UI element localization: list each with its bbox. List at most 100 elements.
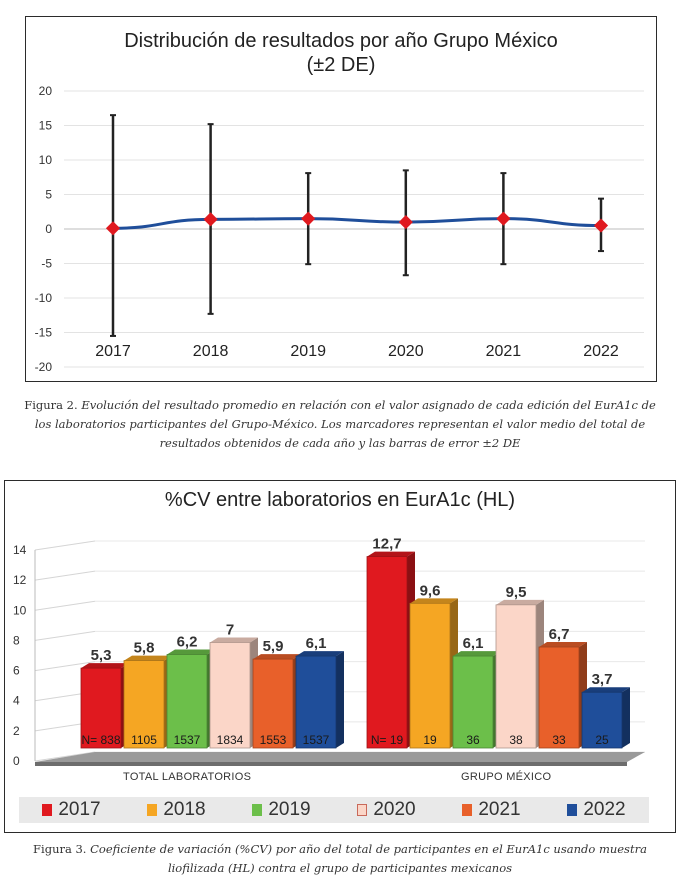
legend-label-2022: 2022 (583, 799, 626, 820)
figure-3-caption-body: Coeficiente de variación (%CV) por año d… (90, 842, 647, 875)
bar-top (410, 598, 458, 604)
group-label-mexico: GRUPO MÉXICO (461, 771, 552, 783)
bar-value-label: 5,3 (91, 647, 112, 664)
bar-top (496, 599, 544, 605)
bar-side (622, 687, 630, 748)
gridline-perspective (34, 600, 96, 611)
x-tick-label: 2019 (290, 343, 326, 360)
legend-swatch-2019 (252, 804, 263, 816)
bar (581, 691, 623, 749)
bar-n-label: 25 (595, 733, 609, 747)
bar-value-label: 12,7 (372, 536, 401, 553)
mean-marker (105, 221, 121, 236)
bar-top (167, 649, 215, 655)
mean-marker (593, 218, 609, 233)
y-tick-label: -10 (35, 291, 53, 305)
bar-value-label: 5,9 (263, 638, 284, 655)
y-tick-label: 14 (13, 543, 27, 557)
y-tick-label: 8 (13, 633, 20, 647)
legend-swatch-2022 (567, 804, 578, 816)
gridline-perspective (34, 661, 96, 672)
legend-item-2022: 2022 (567, 799, 626, 821)
gridline-perspective (34, 540, 96, 551)
legend-item-2020: 2020 (357, 799, 416, 821)
bar-value-label: 7 (226, 622, 234, 639)
figure-2-caption-body: Evolución del resultado promedio en rela… (34, 398, 656, 450)
chart-floor-edge (35, 762, 627, 766)
legend-label-2020: 2020 (373, 799, 416, 820)
legend-swatch-2021 (462, 804, 473, 816)
bar (366, 556, 408, 749)
legend-label-2017: 2017 (58, 799, 101, 820)
bar-n-label: 38 (509, 733, 523, 747)
bar-top (210, 637, 258, 643)
bar-n-label: 33 (552, 733, 566, 747)
bar (409, 602, 451, 749)
mean-marker (496, 211, 511, 226)
legend-label-2018: 2018 (163, 799, 206, 820)
gridline-perspective (34, 630, 96, 641)
bar-top (81, 663, 129, 669)
bar (452, 655, 494, 749)
x-tick-label: 2022 (583, 343, 619, 360)
y-tick-label: 4 (13, 694, 20, 708)
bar-value-label: 9,6 (420, 582, 441, 599)
y-tick-label: 12 (13, 573, 27, 587)
y-tick-label: -5 (41, 257, 52, 271)
bar-value-label: 9,5 (506, 584, 527, 601)
legend-swatch-2017 (42, 804, 53, 816)
legend-item-2019: 2019 (252, 799, 311, 821)
bar-side (336, 651, 344, 748)
legend-label-2021: 2021 (478, 799, 521, 820)
bar-top (367, 551, 415, 557)
mean-line (112, 217, 602, 230)
bar-value-label: 6,7 (549, 626, 570, 643)
bar-top (253, 654, 301, 660)
chart-1-subtitle: (±2 DE) (306, 54, 376, 76)
chart-2-plot: 14 12 10 8 6 4 2 0 5,3 N= 838 5,8 1105 6,2 1537 7 1834 5… (13, 536, 645, 768)
legend-swatch-2018 (147, 804, 158, 816)
bar-value-label: 5,8 (134, 640, 155, 657)
chart-floor (35, 752, 645, 762)
bar (295, 655, 337, 749)
bar-n-label: 1537 (174, 733, 201, 747)
legend-item-2021: 2021 (462, 799, 521, 821)
bar (166, 654, 208, 749)
mean-marker (203, 212, 218, 227)
y-tick-label: 20 (39, 84, 53, 98)
y-tick-label: 15 (39, 119, 53, 133)
y-tick-label: 0 (45, 222, 52, 236)
bar-top (539, 642, 587, 648)
y-tick-label: 6 (13, 664, 20, 678)
y-tick-label: 2 (13, 724, 20, 738)
bar (80, 667, 122, 749)
bar-n-label: 1105 (131, 733, 157, 747)
bar (538, 646, 580, 749)
chart-1-frame: Distribución de resultados por año Grupo… (25, 16, 657, 382)
bar-value-label: 6,1 (463, 635, 484, 652)
bar-n-label: N= 19 (371, 733, 404, 747)
x-tick-label: 2021 (486, 343, 522, 360)
legend-item-2018: 2018 (147, 799, 206, 821)
legend-label-2019: 2019 (268, 799, 311, 820)
chart-2-title: %CV entre laboratorios en EurA1c (HL) (164, 489, 516, 511)
chart-2-frame: %CV entre laboratorios en EurA1c (HL) 14… (4, 480, 676, 833)
bar (209, 642, 251, 749)
bar-n-label: N= 838 (81, 733, 120, 747)
y-tick-label: -20 (35, 360, 53, 374)
bar-n-label: 36 (466, 733, 480, 747)
figure-3-caption: Figura 3. Coeficiente de variación (%CV)… (0, 840, 680, 877)
bar-value-label: 3,7 (592, 671, 613, 688)
bar-value-label: 6,1 (306, 635, 327, 652)
chart-2-legend: 2017 2018 2019 2020 2021 2022 (19, 797, 649, 823)
y-tick-label: 10 (13, 603, 27, 617)
bar (252, 658, 294, 749)
group-label-total: TOTAL LABORATORIOS (123, 771, 252, 783)
legend-swatch-2020 (357, 804, 368, 816)
bar-value-label: 6,2 (177, 634, 198, 651)
legend-item-2017: 2017 (42, 799, 101, 821)
figure-3-caption-lead: Figura 3. (33, 842, 87, 856)
bar (495, 604, 537, 749)
gridline-perspective (34, 751, 96, 762)
x-tick-label: 2018 (193, 343, 229, 360)
